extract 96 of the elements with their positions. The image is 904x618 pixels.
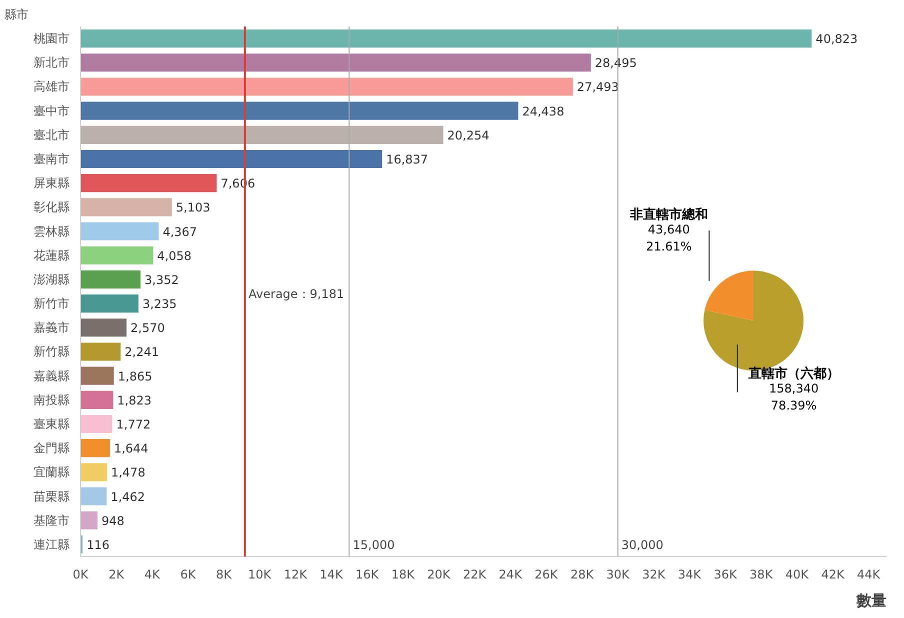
- x-tick-label: 8K: [216, 568, 233, 582]
- y-axis-title: 縣市: [4, 8, 28, 22]
- x-tick-label: 6K: [180, 568, 197, 582]
- data-label: 158,340 78.39%: [769, 382, 819, 412]
- x-tick-label: 26K: [534, 568, 559, 582]
- data-label: 43,640 21.61%: [646, 222, 692, 254]
- x-tick-label: 32K: [642, 568, 666, 582]
- x-tick-label: 34K: [678, 568, 702, 582]
- data-label: 20,254: [447, 128, 490, 142]
- bar: [80, 318, 127, 337]
- data-label: 4,058: [157, 248, 192, 263]
- y-tick-label: 臺東縣: [34, 417, 70, 431]
- x-tick-label: 0K: [72, 568, 90, 582]
- bar: [80, 246, 154, 264]
- y-tick-label: 苗栗縣: [34, 489, 70, 504]
- x-tick-label: 28K: [570, 568, 595, 582]
- data-label: 3,235: [142, 297, 177, 312]
- x-tick-label: 36K: [714, 568, 738, 582]
- data-label: 1,772: [116, 418, 151, 432]
- data-label: 27,493: [576, 80, 619, 94]
- y-tick-label: 宜蘭縣: [34, 465, 70, 480]
- bar: [80, 463, 107, 482]
- data-label: 2,241: [124, 345, 159, 360]
- y-tick-label: 澎湖縣: [34, 272, 70, 286]
- bar: [80, 366, 114, 385]
- data-label: 3,352: [144, 272, 179, 287]
- y-tick-label: 花蓮縣: [34, 248, 70, 262]
- data-label: 28,495: [594, 56, 637, 70]
- data-label: 5,103: [176, 200, 210, 215]
- y-tick-label: 連江縣: [34, 537, 70, 552]
- slice-label: 直轄市（六都）: [747, 366, 840, 382]
- x-tick-label: 4K: [144, 568, 162, 582]
- x-tick-label: 14K: [320, 568, 344, 582]
- y-tick-label: 南投縣: [34, 392, 70, 407]
- x-tick-label: 30K: [606, 568, 631, 582]
- data-label: 948: [101, 514, 124, 528]
- data-label: 1,462: [110, 490, 146, 504]
- y-tick-label: 臺北市: [34, 128, 70, 142]
- ref-line-label: Average：9,181: [248, 286, 344, 301]
- x-tick-label: 42K: [821, 568, 846, 582]
- bar: [80, 126, 444, 144]
- y-tick-label: 臺中市: [34, 104, 70, 118]
- y-tick-label: 金門縣: [34, 441, 70, 456]
- bar: [80, 198, 172, 216]
- x-tick-label: 12K: [284, 568, 308, 582]
- ref-line-label: 30,000: [621, 538, 664, 552]
- y-tick-label: 屏東縣: [34, 176, 70, 190]
- data-label: 2,570: [130, 321, 165, 336]
- bar: [80, 78, 573, 96]
- bar: [80, 150, 382, 168]
- x-tick-label: 18K: [391, 568, 416, 582]
- data-label: 4,367: [162, 224, 198, 239]
- y-tick-label: 雲林縣: [34, 224, 70, 238]
- data-label: 24,438: [522, 104, 564, 118]
- data-label: 16,837: [386, 152, 428, 166]
- bar: [80, 54, 591, 72]
- bar: [80, 102, 518, 120]
- bar: [80, 342, 121, 361]
- x-tick-label: 20K: [427, 568, 452, 582]
- bar: [80, 511, 98, 530]
- y-tick-label: 彰化縣: [34, 200, 70, 214]
- x-tick-label: 40K: [785, 568, 810, 582]
- y-tick-label: 新竹市: [34, 296, 70, 311]
- y-tick-label: 臺南市: [34, 152, 70, 166]
- bar: [80, 174, 217, 192]
- y-tick-label: 桃園市: [34, 32, 70, 46]
- y-tick-label: 新竹縣: [34, 344, 70, 359]
- bar: [80, 294, 138, 313]
- data-label: 1,823: [117, 393, 152, 408]
- y-tick-label: 新北市: [34, 56, 70, 70]
- data-label: 116: [86, 538, 110, 552]
- x-tick-label: 16K: [356, 568, 380, 582]
- x-axis-title: 數量: [856, 592, 886, 610]
- bar: [80, 414, 112, 434]
- x-tick-label: 44K: [857, 568, 882, 582]
- x-tick-label: 10K: [248, 568, 272, 582]
- ref-line-label: 15,000: [352, 538, 395, 552]
- y-tick-label: 高雄市: [34, 80, 70, 94]
- bar: [80, 487, 107, 506]
- slice-label: 非直轄市總和: [628, 206, 708, 223]
- data-label: 1,865: [118, 369, 152, 384]
- bar: [80, 30, 812, 48]
- data-label: 1,644: [114, 442, 148, 456]
- bar: [80, 439, 110, 458]
- y-tick-label: 嘉義縣: [34, 368, 70, 383]
- y-tick-label: 嘉義市: [34, 320, 70, 335]
- x-tick-label: 2K: [108, 568, 126, 582]
- bar: [80, 270, 141, 288]
- x-tick-label: 38K: [750, 568, 774, 582]
- data-label: 1,478: [110, 466, 146, 480]
- bar: [80, 390, 114, 409]
- x-tick-label: 22K: [462, 568, 488, 582]
- data-label: 40,823: [816, 32, 858, 46]
- x-tick-label: 24K: [498, 568, 524, 582]
- y-tick-label: 基隆市: [34, 513, 70, 528]
- bar: [80, 222, 159, 240]
